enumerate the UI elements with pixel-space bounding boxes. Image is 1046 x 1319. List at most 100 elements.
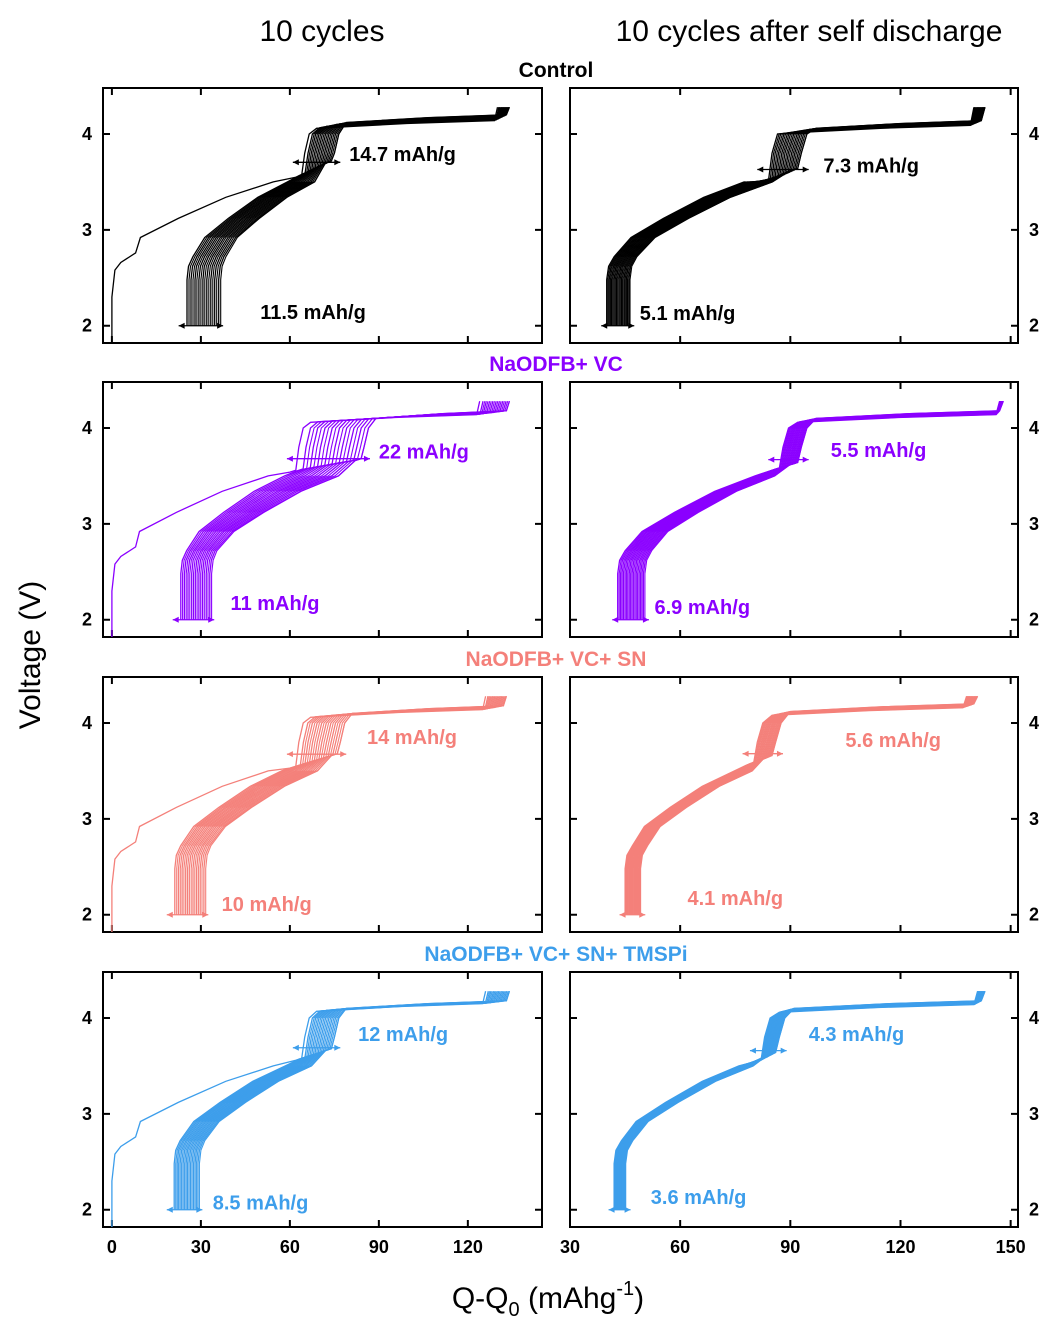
curves (613, 990, 986, 1210)
plot-frame (569, 87, 1019, 344)
annotation-lower: 11 mAh/g (231, 593, 320, 615)
cycle-curve-4b (617, 991, 982, 1210)
y-tick-label: 4 (1029, 418, 1039, 438)
arrow-head (363, 455, 370, 462)
x-tick-label: 90 (369, 1237, 389, 1257)
plot-frame (569, 676, 1019, 933)
y-tick-label: 3 (1029, 1104, 1039, 1124)
annotation-upper: 22 mAh/g (379, 442, 469, 464)
y-tick-label: 2 (82, 905, 92, 925)
arrow-head (802, 456, 809, 463)
arrow-head (742, 750, 749, 757)
x-tick-label: 120 (885, 1237, 915, 1257)
x-tick-label: 150 (996, 1237, 1026, 1257)
arrow-head (776, 750, 783, 757)
arrow-head (196, 1206, 203, 1213)
arrow-head (780, 1047, 787, 1054)
panel-3-left: 2 3 4 14 mAh/g 10 mAh/g (82, 676, 543, 933)
annotation-lower: 6.9 mAh/g (654, 597, 750, 619)
cycle-curve-1 (617, 401, 1001, 620)
y-tick-label: 3 (82, 1104, 92, 1124)
row-title-4: NaODFB+ VC+ SN+ TMSPi (424, 943, 687, 966)
y-tick-label: 2 (1029, 316, 1039, 336)
arrow-head (749, 1047, 756, 1054)
cycle-curve-2 (180, 401, 484, 620)
arrow-head (286, 455, 293, 462)
x-tick-label: 60 (670, 1237, 690, 1257)
annotation-lower: 3.6 mAh/g (651, 1187, 747, 1209)
column-title-left: 10 cycles (259, 15, 384, 48)
annotation-upper: 7.3 mAh/g (823, 155, 919, 177)
cycle-curve-10b (625, 991, 986, 1210)
y-tick-label: 2 (1029, 610, 1039, 630)
cycle-curve-2 (614, 991, 980, 1210)
x-axis-label: Q-Q0 (mAhg-1) (452, 1278, 644, 1319)
annotation-lower: 4.1 mAh/g (688, 888, 784, 910)
annotation-lower: 11.5 mAh/g (260, 302, 366, 324)
arrow-head (286, 751, 293, 758)
cycle-curve-5 (618, 991, 982, 1210)
plot-frame (569, 381, 1019, 638)
cycle-curve-10b (220, 106, 510, 326)
arrow-head (292, 1044, 299, 1051)
y-tick-label: 3 (82, 809, 92, 829)
arrow-head (208, 616, 215, 623)
panel-3-right: 2 3 4 5.6 mAh/g 4.1 mAh/g (569, 676, 1039, 933)
cycle-curve-1b (607, 107, 976, 326)
cycle-curve-4b (189, 401, 492, 620)
plot-frame (102, 87, 543, 344)
x-tick-label: 30 (191, 1237, 211, 1257)
annotation-upper: 4.3 mAh/g (809, 1024, 905, 1046)
column-title-right: 10 cycles after self discharge (616, 15, 1003, 48)
arrow-head (178, 322, 185, 329)
plot-frame (102, 676, 543, 933)
y-tick-label: 2 (1029, 905, 1039, 925)
panel-2-left: 2 3 4 22 mAh/g 11 mAh/g (82, 381, 543, 638)
arrow-head (642, 616, 649, 623)
curves (111, 106, 511, 343)
y-tick-label: 3 (1029, 514, 1039, 534)
y-axis-label: Voltage (V) (14, 581, 47, 729)
panel-4-right: 2 3 4 30 60 90 120 150 4.3 mAh/g 3.6 mAh/g (560, 971, 1039, 1257)
cycle-curve-10b (211, 401, 510, 620)
arrow-head (166, 1206, 173, 1213)
y-tick-label: 3 (82, 514, 92, 534)
curves (606, 107, 986, 326)
arrow-head (619, 911, 626, 918)
y-tick-label: 3 (82, 220, 92, 240)
y-tick-label: 2 (82, 316, 92, 336)
cycle-curve-10b (629, 107, 986, 326)
arrow-head (166, 911, 173, 918)
arrow-head (802, 166, 809, 173)
annotation-upper: 14.7 mAh/g (349, 144, 456, 166)
annotation-lower: 8.5 mAh/g (213, 1193, 309, 1215)
row-title-3: NaODFB+ VC+ SN (466, 648, 647, 671)
arrow-head (340, 751, 347, 758)
cycle-curve-4 (617, 991, 981, 1210)
arrow-head (768, 456, 775, 463)
arrow-head (624, 1206, 631, 1213)
x-tick-label: 120 (453, 1237, 483, 1257)
curves (617, 400, 1004, 620)
y-tick-label: 4 (82, 1008, 92, 1028)
curves (624, 695, 979, 915)
x-tick-label: 30 (560, 1237, 580, 1257)
y-tick-label: 3 (1029, 809, 1039, 829)
cycle-curve-3b (616, 991, 981, 1210)
annotation-upper: 14 mAh/g (367, 727, 457, 749)
cycle-curve-10b (198, 991, 510, 1210)
panel-1-left: 2 3 4 14.7 mAh/g 11.5 mAh/g (82, 87, 543, 344)
y-tick-label: 4 (1029, 713, 1039, 733)
arrow-head (601, 322, 608, 329)
arrow-head (612, 616, 619, 623)
cycle-curve-10b (644, 401, 1004, 620)
y-tick-label: 2 (82, 610, 92, 630)
annotation-upper: 5.6 mAh/g (845, 730, 941, 752)
arrow-head (202, 911, 209, 918)
cycle-curve-1b (618, 401, 1001, 620)
curves (111, 991, 511, 1227)
arrow-head (334, 159, 341, 166)
annotation-lower: 5.1 mAh/g (640, 303, 736, 325)
arrow-head (757, 166, 764, 173)
row-title-2: NaODFB+ VC (489, 353, 623, 376)
